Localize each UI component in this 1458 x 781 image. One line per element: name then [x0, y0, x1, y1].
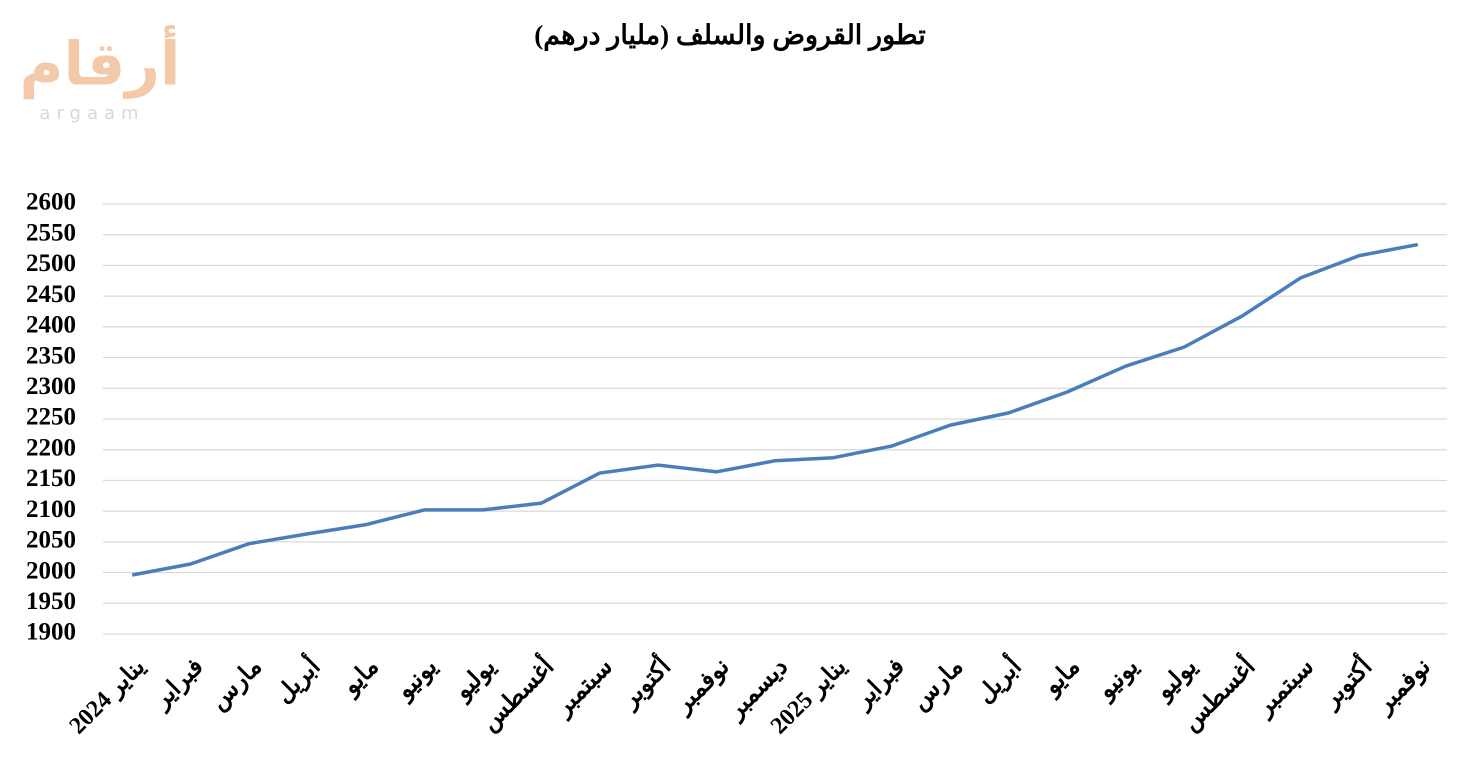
y-tick-label: 2050	[26, 527, 76, 554]
x-tick-label: يوليو	[1150, 654, 1203, 707]
y-tick-label: 2100	[26, 496, 76, 523]
x-tick-label: يناير 2024	[65, 654, 152, 741]
y-tick-label: 2550	[26, 219, 76, 246]
x-tick-label: يوليو	[449, 654, 502, 707]
y-tick-label: 2300	[26, 373, 76, 400]
x-tick-label: فبراير	[849, 654, 911, 716]
x-tick-label: فبراير	[148, 654, 210, 716]
data-line	[131, 242, 1419, 577]
y-tick-label: 2600	[26, 189, 76, 216]
x-tick-label: أكتوبر	[1313, 650, 1379, 716]
y-tick-label: 2500	[26, 250, 76, 277]
x-tick-label: سبتمبر	[1250, 654, 1319, 723]
logo-latin: argaam	[39, 103, 144, 124]
x-tick-label: مارس	[907, 654, 969, 716]
y-tick-label: 2250	[26, 404, 76, 431]
y-tick-label: 1900	[26, 619, 76, 646]
x-tick-label: يونيو	[391, 654, 444, 707]
y-tick-label: 2400	[26, 312, 76, 339]
y-tick-label: 2200	[26, 434, 76, 461]
x-tick-label: سبتمبر	[549, 654, 618, 723]
x-tick-label: مايو	[1038, 654, 1086, 702]
y-tick-label: 2350	[26, 342, 76, 369]
logo-arabic: أرقام	[20, 25, 181, 100]
chart-title: تطور القروض والسلف (مليار درهم)	[534, 20, 926, 52]
x-tick-label: نوفمبر	[1370, 654, 1436, 720]
x-tick-label: أكتوبر	[611, 650, 677, 716]
x-tick-label: مايو	[337, 654, 385, 702]
x-tick-label: أبريل	[968, 650, 1028, 710]
y-tick-label: 2150	[26, 465, 76, 492]
x-tick-label: نوفمبر	[669, 654, 735, 720]
x-tick-label: يونيو	[1092, 654, 1145, 707]
y-tick-label: 2450	[26, 281, 76, 308]
y-tick-label: 1950	[26, 588, 76, 615]
x-tick-label: أبريل	[267, 650, 327, 710]
y-tick-label: 2000	[26, 557, 76, 584]
x-tick-label: مارس	[206, 654, 268, 716]
